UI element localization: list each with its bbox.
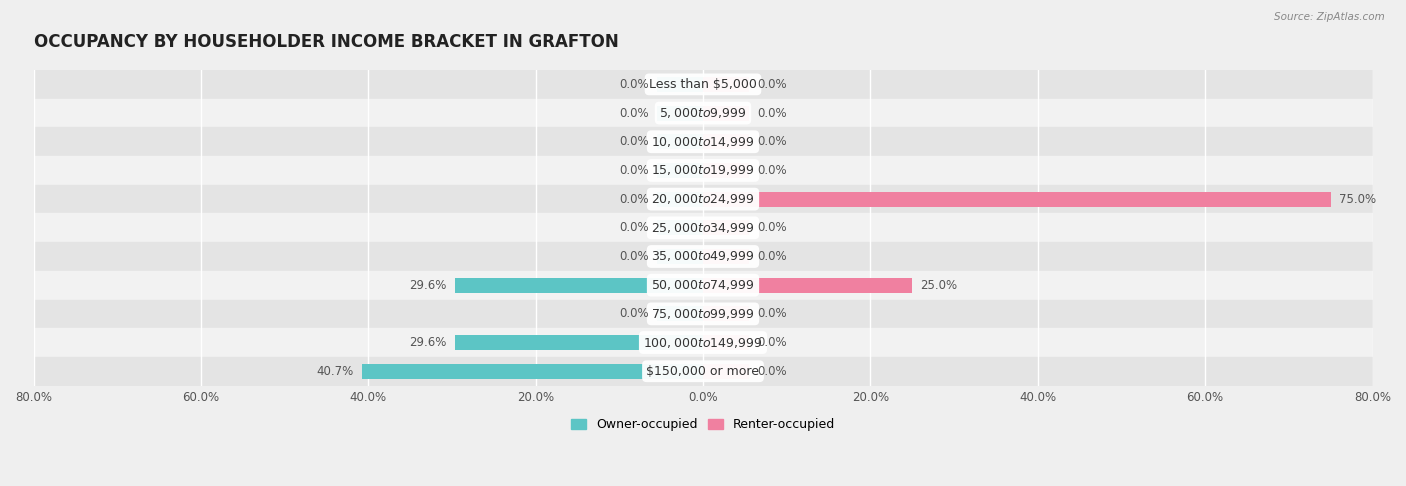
Text: 0.0%: 0.0%: [758, 106, 787, 120]
Text: 0.0%: 0.0%: [619, 106, 648, 120]
Text: $50,000 to $74,999: $50,000 to $74,999: [651, 278, 755, 292]
Text: $5,000 to $9,999: $5,000 to $9,999: [659, 106, 747, 120]
Bar: [34, 328, 1372, 357]
Text: $10,000 to $14,999: $10,000 to $14,999: [651, 135, 755, 149]
Text: 0.0%: 0.0%: [758, 135, 787, 148]
Text: 0.0%: 0.0%: [619, 192, 648, 206]
Bar: [34, 70, 1372, 99]
Text: $100,000 to $149,999: $100,000 to $149,999: [644, 335, 762, 349]
Bar: [34, 127, 1372, 156]
Bar: [657, 163, 703, 178]
Bar: [703, 134, 749, 149]
Bar: [703, 278, 912, 293]
Bar: [34, 185, 1372, 213]
Bar: [703, 335, 749, 350]
Bar: [34, 242, 1372, 271]
Bar: [703, 364, 749, 379]
Bar: [703, 163, 749, 178]
Bar: [703, 105, 749, 121]
Bar: [34, 299, 1372, 328]
Text: 0.0%: 0.0%: [619, 307, 648, 320]
Text: 25.0%: 25.0%: [921, 278, 957, 292]
Text: 75.0%: 75.0%: [1339, 192, 1376, 206]
Bar: [657, 134, 703, 149]
Text: 0.0%: 0.0%: [758, 221, 787, 234]
Text: 0.0%: 0.0%: [619, 164, 648, 177]
Text: 0.0%: 0.0%: [619, 221, 648, 234]
Bar: [657, 220, 703, 235]
Text: $25,000 to $34,999: $25,000 to $34,999: [651, 221, 755, 235]
Text: 0.0%: 0.0%: [758, 164, 787, 177]
Text: $35,000 to $49,999: $35,000 to $49,999: [651, 249, 755, 263]
Bar: [456, 278, 703, 293]
Bar: [34, 271, 1372, 299]
Text: $150,000 or more: $150,000 or more: [647, 365, 759, 378]
Bar: [703, 220, 749, 235]
Bar: [657, 306, 703, 321]
Text: 29.6%: 29.6%: [409, 336, 447, 349]
Text: $15,000 to $19,999: $15,000 to $19,999: [651, 163, 755, 177]
Text: 40.7%: 40.7%: [316, 365, 354, 378]
Text: Source: ZipAtlas.com: Source: ZipAtlas.com: [1274, 12, 1385, 22]
Bar: [34, 156, 1372, 185]
Bar: [657, 77, 703, 92]
Bar: [363, 364, 703, 379]
Text: 0.0%: 0.0%: [619, 250, 648, 263]
Text: 0.0%: 0.0%: [758, 307, 787, 320]
Text: 29.6%: 29.6%: [409, 278, 447, 292]
Text: Less than $5,000: Less than $5,000: [650, 78, 756, 91]
Text: $20,000 to $24,999: $20,000 to $24,999: [651, 192, 755, 206]
Bar: [456, 335, 703, 350]
Text: 0.0%: 0.0%: [619, 78, 648, 91]
Text: 0.0%: 0.0%: [758, 336, 787, 349]
Bar: [703, 77, 749, 92]
Text: 0.0%: 0.0%: [758, 78, 787, 91]
Bar: [34, 99, 1372, 127]
Text: OCCUPANCY BY HOUSEHOLDER INCOME BRACKET IN GRAFTON: OCCUPANCY BY HOUSEHOLDER INCOME BRACKET …: [34, 33, 619, 51]
Text: 0.0%: 0.0%: [758, 250, 787, 263]
Text: 0.0%: 0.0%: [619, 135, 648, 148]
Bar: [34, 213, 1372, 242]
Bar: [657, 249, 703, 264]
Bar: [703, 191, 1330, 207]
Text: 0.0%: 0.0%: [758, 365, 787, 378]
Bar: [657, 105, 703, 121]
Bar: [703, 249, 749, 264]
Text: $75,000 to $99,999: $75,000 to $99,999: [651, 307, 755, 321]
Legend: Owner-occupied, Renter-occupied: Owner-occupied, Renter-occupied: [567, 413, 839, 436]
Bar: [703, 306, 749, 321]
Bar: [657, 191, 703, 207]
Bar: [34, 357, 1372, 385]
